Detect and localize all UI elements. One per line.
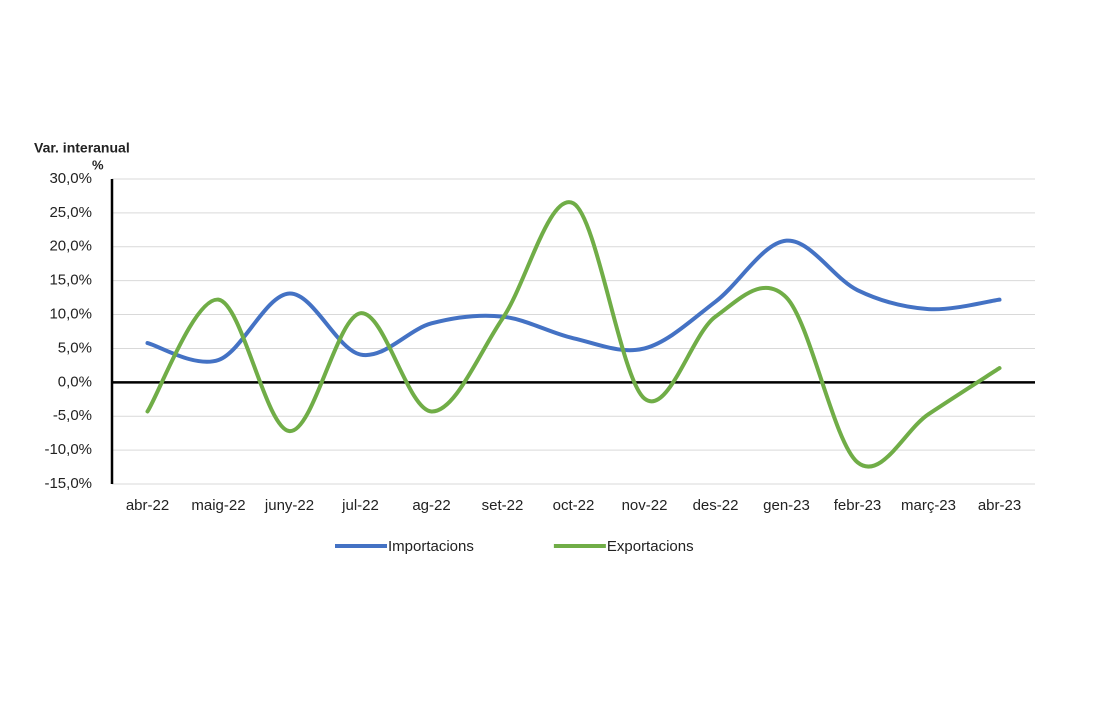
- x-tick-label: maig-22: [191, 497, 245, 514]
- x-tick-label: abr-23: [978, 497, 1021, 514]
- y-tick-label: 25,0%: [49, 204, 92, 221]
- x-tick-label: set-22: [482, 497, 524, 514]
- legend-label: Importacions: [388, 538, 474, 555]
- y-tick-label: 15,0%: [49, 272, 92, 289]
- y-tick-label: 10,0%: [49, 306, 92, 323]
- x-tick-label: juny-22: [264, 497, 314, 514]
- legend-label: Exportacions: [607, 538, 694, 555]
- series-line: [145, 200, 1002, 469]
- x-tick-label: març-23: [901, 497, 956, 514]
- x-tick-label: jul-22: [341, 497, 379, 514]
- y-tick-label: -10,0%: [44, 441, 92, 458]
- x-tick-label: nov-22: [622, 497, 668, 514]
- y-tick-label: -15,0%: [44, 475, 92, 492]
- y-tick-label: 5,0%: [58, 339, 92, 356]
- y-tick-label: -5,0%: [53, 407, 92, 424]
- x-tick-label: gen-23: [763, 497, 810, 514]
- x-tick-label: abr-22: [126, 497, 169, 514]
- y-axis-label: Var. interanual: [34, 140, 130, 156]
- x-tick-label: des-22: [693, 497, 739, 514]
- y-axis-unit: %: [92, 157, 104, 172]
- x-tick-label: ag-22: [412, 497, 450, 514]
- y-tick-label: 0,0%: [58, 373, 92, 390]
- series-line: [145, 238, 1002, 364]
- y-tick-label: 20,0%: [49, 238, 92, 255]
- y-tick-label: 30,0%: [49, 170, 92, 187]
- x-tick-label: oct-22: [553, 497, 595, 514]
- x-tick-label: febr-23: [834, 497, 882, 514]
